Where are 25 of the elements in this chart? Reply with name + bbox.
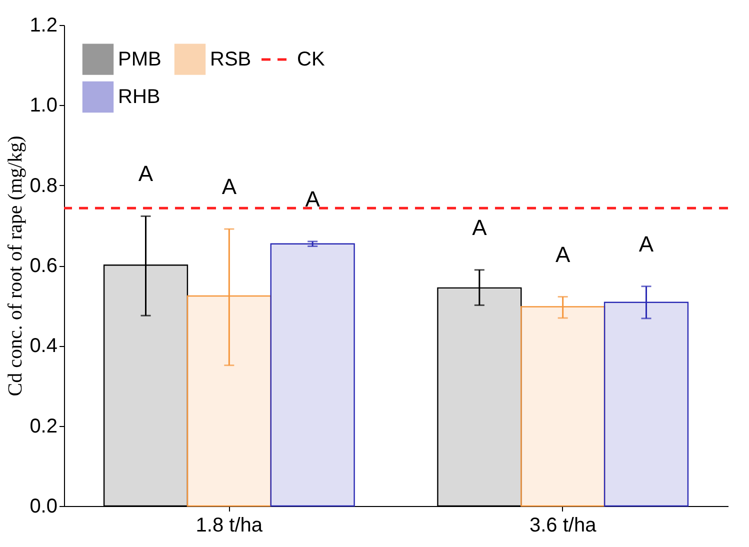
annotation: A [555, 242, 570, 267]
y-tick-label: 0.2 [30, 415, 58, 438]
y-tick-label: 1.2 [30, 14, 58, 36]
bar [437, 287, 522, 507]
legend-label: CK [297, 48, 326, 70]
bar [520, 306, 606, 507]
annotation: A [472, 214, 488, 240]
annotation: A [305, 186, 320, 212]
y-tick-label: 0.0 [30, 496, 58, 518]
bar [186, 295, 272, 507]
y-tick-label: 1.0 [30, 94, 58, 117]
x-tick-label: 3.6 t/ha [529, 514, 598, 536]
legend-label: PMB [118, 48, 162, 70]
y-tick-label: 0.8 [30, 174, 58, 197]
legend-label: RHB [118, 86, 160, 108]
annotation: A [138, 161, 154, 186]
annotation: A [222, 174, 237, 200]
annotation: A [638, 231, 654, 256]
bar [103, 264, 188, 507]
y-tick-label: 0.4 [30, 335, 58, 358]
bar [604, 302, 689, 507]
legend-label: RSB [210, 48, 252, 70]
x-tick-label: 1.8 t/ha [196, 514, 264, 536]
y-tick-label: 0.6 [30, 255, 58, 277]
y-axis-title: Cd conc. of root of rape (mg/kg) [4, 136, 27, 396]
